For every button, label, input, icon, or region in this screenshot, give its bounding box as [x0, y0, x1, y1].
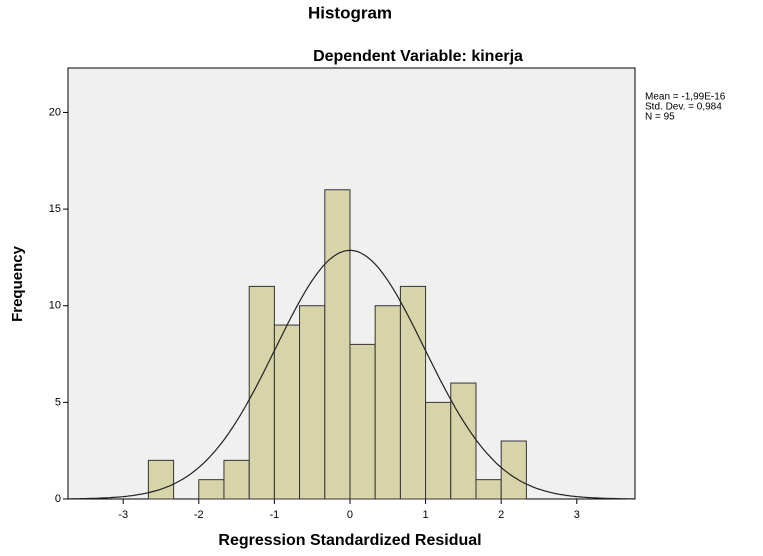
x-tick-label: -1 — [269, 509, 279, 521]
bar — [400, 286, 425, 499]
x-tick-label: 2 — [498, 509, 504, 521]
chart-title: Histogram — [308, 3, 392, 22]
bar — [300, 306, 325, 499]
x-tick-label: 3 — [574, 509, 580, 521]
bar — [148, 460, 173, 499]
x-axis-label: Regression Standardized Residual — [218, 532, 481, 549]
y-tick-label: 10 — [49, 300, 61, 312]
bar — [350, 344, 375, 499]
y-axis-label: Frequency — [9, 245, 26, 322]
x-tick-label: 0 — [347, 509, 353, 521]
chart-subtitle: Dependent Variable: kinerja — [313, 48, 523, 65]
x-tick-label: -2 — [194, 509, 204, 521]
bar — [476, 480, 501, 499]
stats-label: N = 95 — [645, 112, 675, 123]
y-tick-label: 15 — [49, 203, 61, 215]
bar — [224, 460, 249, 499]
y-tick-label: 20 — [49, 106, 61, 118]
bar — [426, 402, 451, 499]
y-tick-label: 5 — [55, 396, 61, 408]
bar — [199, 480, 224, 499]
x-tick-label: 1 — [423, 509, 429, 521]
bar — [325, 190, 350, 499]
x-tick-label: -3 — [118, 509, 128, 521]
chart: Histogram Dependent Variable: kinerja Re… — [0, 0, 763, 551]
bar — [375, 306, 400, 499]
bar — [451, 383, 476, 499]
bar — [274, 325, 299, 499]
y-tick-label: 0 — [55, 493, 61, 505]
